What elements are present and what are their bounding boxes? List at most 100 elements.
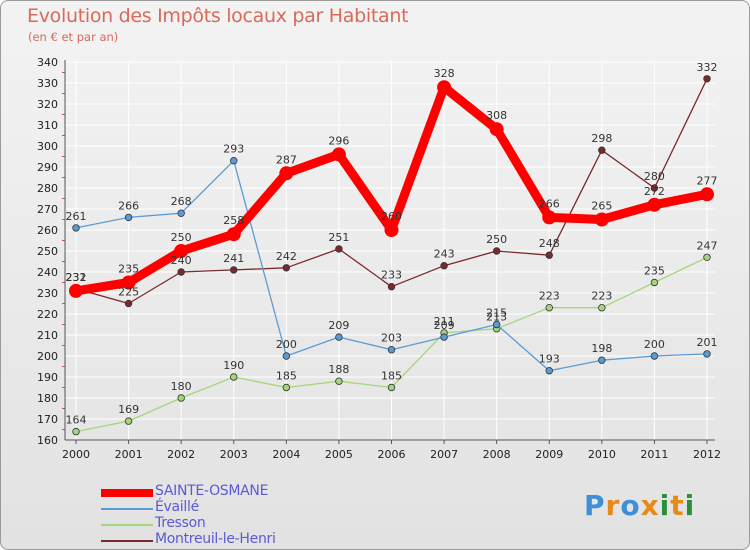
y-tick-label: 190	[37, 371, 58, 384]
legend-label: Tresson	[155, 515, 206, 531]
data-label: 250	[171, 231, 192, 244]
data-point	[650, 184, 659, 192]
legend-label: SAINTE-OSMANE	[155, 483, 269, 499]
data-point	[647, 197, 662, 212]
data-label: 277	[697, 174, 718, 187]
legend-item: Montreuil-le-Henri	[101, 531, 321, 549]
y-tick-label: 280	[37, 182, 58, 195]
data-point	[384, 223, 399, 237]
y-tick-label: 160	[37, 434, 58, 447]
y-tick-label: 170	[37, 413, 58, 426]
brand-letter: i	[659, 489, 671, 522]
data-label: 164	[66, 414, 87, 427]
data-label: 233	[381, 269, 402, 282]
y-tick-label: 240	[37, 266, 58, 279]
data-label: 190	[223, 359, 244, 372]
chart-title: Evolution des Impôts locaux par Habitant	[27, 5, 409, 27]
data-point	[542, 210, 557, 225]
x-tick-label: 2012	[693, 448, 721, 461]
y-tick-label: 290	[37, 161, 58, 174]
data-labels: 232 225 240 241 242 251 233 243 250 248 298 280 332 1…	[66, 61, 718, 427]
data-point	[650, 352, 659, 360]
data-point	[230, 373, 238, 381]
legend-label: Évaillé	[155, 499, 199, 515]
legend-swatch	[101, 524, 153, 526]
brand-letter: t	[670, 489, 685, 522]
data-label: 185	[276, 370, 297, 383]
chart-subtitle: (en € et par an)	[28, 30, 119, 44]
legend-item: SAINTE-OSMANE	[101, 483, 321, 501]
data-point	[69, 283, 83, 298]
data-label: 296	[328, 134, 349, 147]
data-label: 225	[118, 286, 139, 299]
data-point	[545, 367, 553, 375]
legend: SAINTE-OSMANE Évaillé Tresson Montreuil-le-…	[101, 483, 321, 549]
x-tick-label: 2001	[115, 448, 143, 461]
data-label: 232	[66, 271, 87, 284]
data-point	[335, 333, 343, 341]
data-point	[282, 264, 291, 272]
data-label: 235	[118, 263, 139, 276]
data-label: 251	[328, 231, 349, 244]
y-tick-label: 180	[37, 392, 58, 405]
data-point	[124, 213, 133, 222]
data-point	[230, 156, 238, 165]
data-point	[489, 122, 504, 137]
data-label: 242	[276, 250, 297, 263]
axes: 1601701801902002102202302402502602702802…	[37, 56, 721, 461]
y-tick-label: 340	[37, 56, 58, 69]
data-label: 298	[591, 132, 612, 145]
data-label: 193	[539, 353, 560, 366]
y-tick-label: 250	[37, 245, 58, 258]
data-point	[387, 346, 396, 354]
data-point	[703, 253, 711, 261]
x-tick-label: 2010	[588, 448, 616, 461]
x-tick-label: 2006	[378, 448, 406, 461]
y-tick-label: 320	[37, 98, 58, 111]
data-label: 243	[434, 248, 455, 261]
grid	[65, 61, 715, 441]
data-label: 266	[118, 199, 139, 212]
data-point	[121, 275, 136, 290]
brand-letter: r	[605, 489, 621, 522]
brand-letter: i	[684, 489, 696, 522]
data-point	[703, 75, 711, 83]
data-point	[440, 262, 448, 270]
x-tick-label: 2007	[430, 448, 458, 461]
data-label: 223	[539, 290, 560, 303]
data-point	[124, 417, 133, 425]
data-label: 235	[644, 265, 665, 278]
y-tick-label: 210	[37, 329, 58, 342]
data-label: 209	[434, 319, 455, 332]
legend-swatch	[101, 489, 153, 497]
data-label: 250	[486, 233, 507, 246]
data-point	[226, 227, 241, 242]
x-tick-label: 2011	[640, 448, 668, 461]
data-point	[492, 320, 501, 329]
y-tick-label: 200	[37, 350, 58, 363]
data-point	[230, 266, 238, 274]
brand-letter: P	[584, 489, 606, 522]
data-point	[177, 268, 185, 276]
data-label: 260	[381, 210, 402, 223]
data-label: 247	[697, 239, 718, 252]
data-label: 200	[644, 338, 665, 351]
data-label: 185	[381, 370, 402, 383]
data-point	[72, 224, 80, 232]
data-label: 266	[539, 197, 560, 210]
data-point	[700, 187, 714, 202]
x-tick-label: 2003	[220, 448, 248, 461]
x-tick-label: 2000	[62, 448, 90, 461]
data-label: 241	[223, 252, 244, 265]
data-label: 293	[223, 143, 244, 156]
data-label: 188	[328, 363, 349, 376]
data-point	[598, 304, 606, 312]
y-tick-label: 270	[37, 203, 58, 216]
data-point	[282, 352, 291, 360]
y-tick-label: 300	[37, 140, 58, 153]
legend-item: Tresson	[101, 515, 321, 533]
y-tick-label: 230	[37, 287, 58, 300]
legend-label: Montreuil-le-Henri	[155, 531, 276, 547]
